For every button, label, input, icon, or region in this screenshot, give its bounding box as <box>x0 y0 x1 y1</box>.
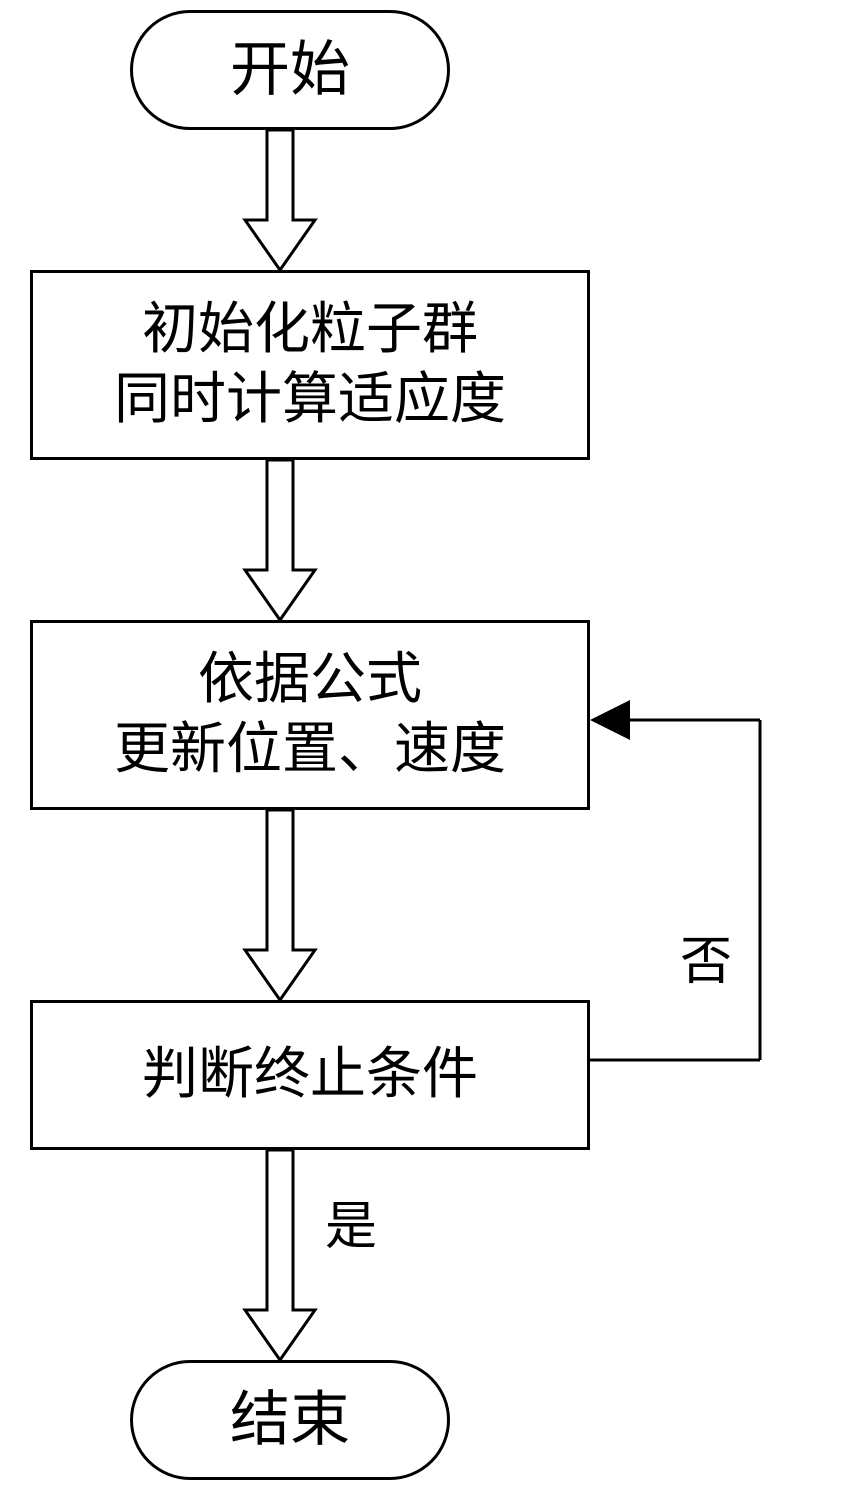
update-text: 依据公式 更新位置、速度 <box>114 645 506 785</box>
yes-label: 是 <box>325 1195 377 1260</box>
condition-label: 判断终止条件 <box>142 1040 478 1110</box>
init-line1: 初始化粒子群 <box>114 295 506 365</box>
update-node: 依据公式 更新位置、速度 <box>30 620 590 810</box>
init-text: 初始化粒子群 同时计算适应度 <box>114 295 506 435</box>
no-label: 否 <box>680 930 732 995</box>
end-label: 结束 <box>230 1383 350 1458</box>
init-node: 初始化粒子群 同时计算适应度 <box>30 270 590 460</box>
end-node: 结束 <box>130 1360 450 1480</box>
update-line2: 更新位置、速度 <box>114 715 506 785</box>
start-label: 开始 <box>230 33 350 108</box>
condition-node: 判断终止条件 <box>30 1000 590 1150</box>
init-line2: 同时计算适应度 <box>114 365 506 435</box>
update-line1: 依据公式 <box>114 645 506 715</box>
start-node: 开始 <box>130 10 450 130</box>
